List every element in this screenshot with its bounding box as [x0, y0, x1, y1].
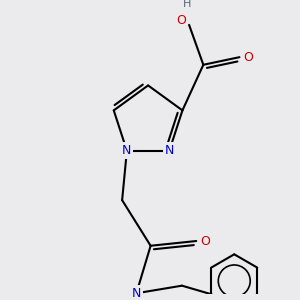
Text: O: O	[177, 14, 186, 27]
Text: H: H	[183, 0, 191, 9]
Text: O: O	[243, 51, 253, 64]
Text: O: O	[200, 235, 210, 248]
Text: N: N	[122, 144, 132, 157]
Text: N: N	[165, 144, 174, 157]
Text: N: N	[132, 287, 141, 300]
